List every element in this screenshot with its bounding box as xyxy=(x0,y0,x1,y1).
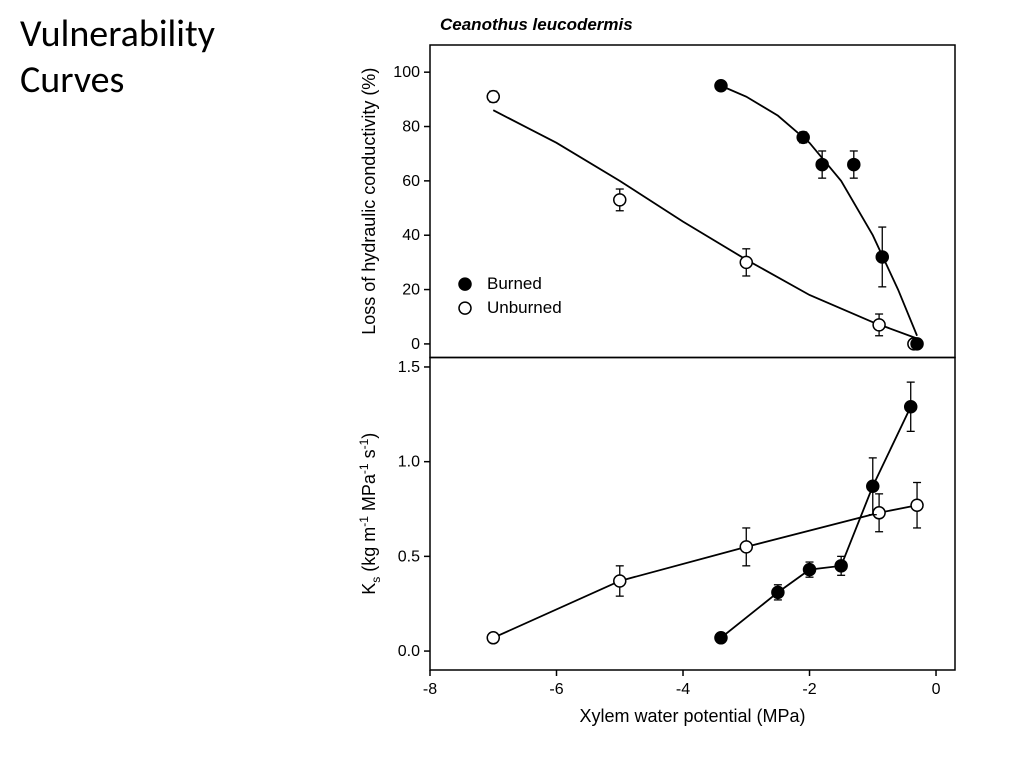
svg-text:-4: -4 xyxy=(676,681,690,698)
title-line1: Vulnerability xyxy=(20,12,215,58)
svg-text:80: 80 xyxy=(402,119,420,136)
svg-text:-6: -6 xyxy=(549,681,563,698)
svg-text:0.5: 0.5 xyxy=(398,548,420,565)
title-line2: Curves xyxy=(20,58,215,104)
svg-text:1.5: 1.5 xyxy=(398,359,420,376)
legend-label: Unburned xyxy=(487,298,562,317)
svg-text:100: 100 xyxy=(393,64,420,81)
svg-text:0.0: 0.0 xyxy=(398,643,420,660)
legend-label: Burned xyxy=(487,274,542,293)
svg-text:1.0: 1.0 xyxy=(398,454,420,471)
species-title: Ceanothus leucodermis xyxy=(440,15,633,34)
svg-text:40: 40 xyxy=(402,227,420,244)
vulnerability-chart: Ceanothus leucodermis 0 20 40 60 80 100 0.0 0.5 1… xyxy=(350,10,970,730)
y-axis-label-bottom: Ks (kg m-1 MPa-1 s-1) xyxy=(357,433,383,595)
x-axis-label: Xylem water potential (MPa) xyxy=(579,706,805,726)
page-title: Vulnerability Curves xyxy=(20,12,215,103)
svg-text:0: 0 xyxy=(932,681,941,698)
y-axis-label-top: Loss of hydraulic conductivity (%) xyxy=(359,68,379,335)
svg-text:-2: -2 xyxy=(802,681,816,698)
svg-text:20: 20 xyxy=(402,282,420,299)
svg-text:-8: -8 xyxy=(423,681,437,698)
svg-text:60: 60 xyxy=(402,173,420,190)
svg-text:0: 0 xyxy=(411,336,420,353)
